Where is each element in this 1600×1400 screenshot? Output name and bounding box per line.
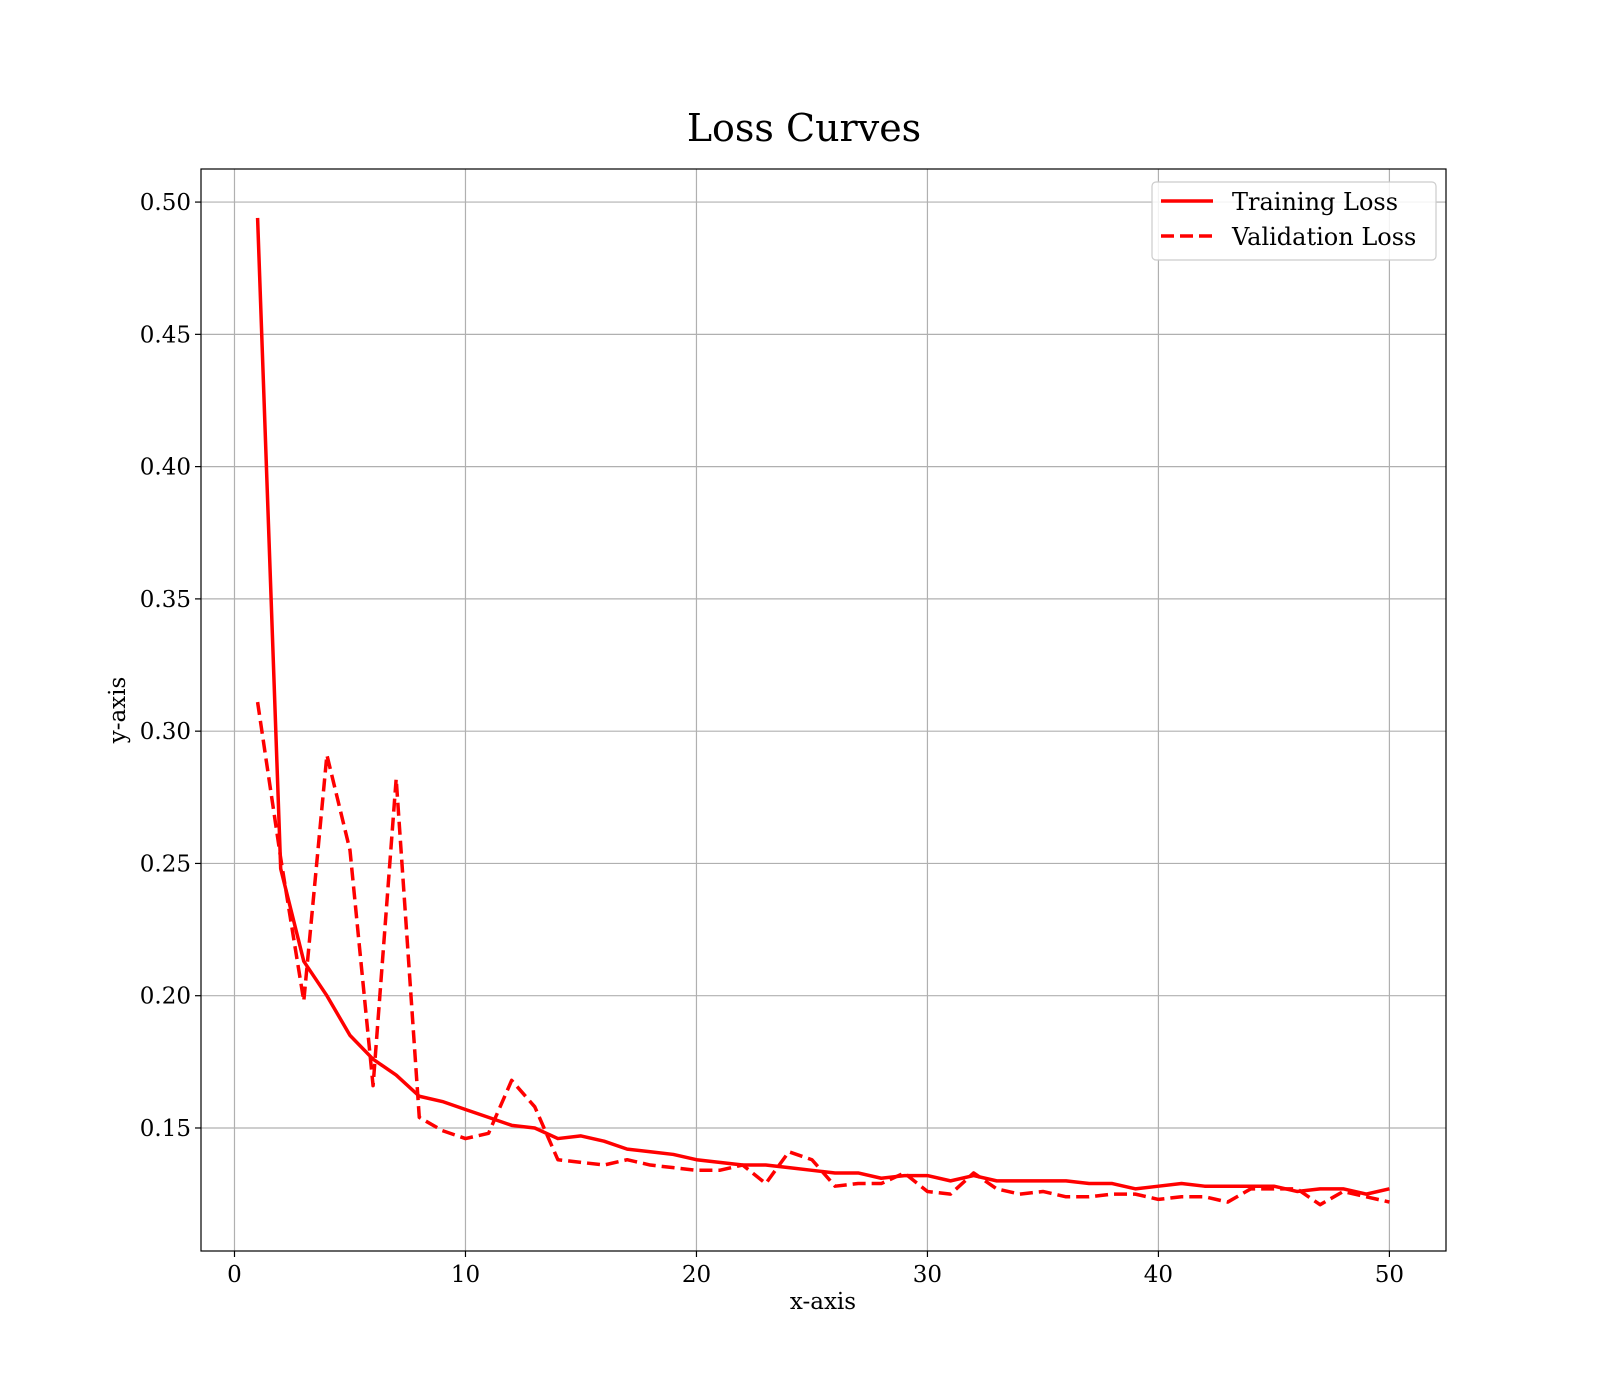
chart-title: Loss Curves	[687, 106, 921, 150]
y-tick-label: 0.30	[140, 719, 191, 745]
y-tick-label: 0.25	[140, 851, 191, 877]
x-tick-label: 0	[227, 1262, 242, 1288]
x-tick-label: 50	[1375, 1262, 1404, 1288]
legend-label-training-loss: Training Loss	[1232, 188, 1398, 216]
y-tick-label: 0.50	[140, 190, 191, 216]
x-tick-label: 30	[913, 1262, 942, 1288]
y-axis-ticks: 0.15 0.20 0.25 0.30 0.35 0.40 0.45 0.50	[140, 190, 201, 1142]
series-line-training-loss	[255, 217, 1390, 1196]
y-tick-label: 0.35	[140, 587, 191, 613]
plot-frame	[200, 168, 1447, 1252]
legend-box	[1151, 181, 1437, 261]
x-axis-label: x-axis	[790, 1289, 856, 1315]
grid	[201, 169, 1446, 1251]
legend-label-validation-loss: Validation Loss	[1231, 223, 1416, 251]
y-axis-label: y-axis	[105, 677, 131, 745]
x-axis-ticks: 0 10 20 30 40 50	[227, 1251, 1404, 1288]
x-tick-label: 40	[1144, 1262, 1173, 1288]
y-tick-label: 0.40	[140, 455, 191, 481]
series-line-validation-loss	[255, 701, 1390, 1207]
y-tick-label: 0.45	[140, 322, 191, 348]
series-lines	[255, 217, 1390, 1207]
y-tick-label: 0.15	[140, 1116, 191, 1142]
x-tick-label: 20	[682, 1262, 711, 1288]
y-tick-label: 0.20	[140, 984, 191, 1010]
legend: Training Loss Validation Loss	[1151, 181, 1437, 261]
x-tick-label: 10	[451, 1262, 480, 1288]
